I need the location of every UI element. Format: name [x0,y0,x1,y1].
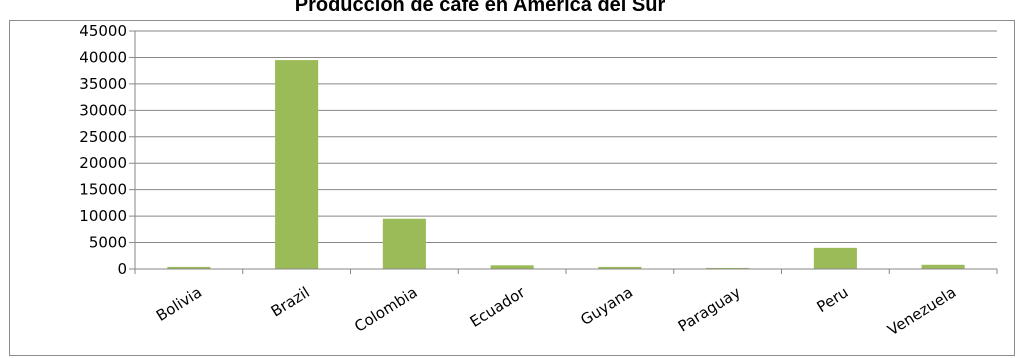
y-tick-label: 0 [117,260,127,278]
bar-bolivia [167,266,211,269]
chart-frame [9,20,1015,356]
chart-title: Producción de café en América del Sur [294,0,666,16]
bar-ecuador [490,265,534,269]
bar-colombia [382,218,426,269]
x-tick-label: Paraguay [675,283,744,335]
y-axis-ticks: 0 5000 10000 15000 20000 25000 30000 35000 40000… [79,22,135,278]
x-tick-label: Guyana [577,283,636,329]
y-tick-label: 35000 [79,75,127,93]
x-axis-ticks: Bolivia Brazil Colombia Ecuador Guyana Paragu… [134,269,998,339]
axes [134,31,997,270]
y-tick-label: 45000 [79,22,127,40]
grid-lines [135,30,997,244]
y-tick-label: 40000 [79,48,127,66]
y-tick-label: 30000 [79,101,127,119]
x-tick-label: Colombia [351,283,420,336]
x-tick-label: Ecuador [467,283,529,331]
bar-paraguay [706,267,750,269]
bars [167,60,965,269]
y-tick-label: 10000 [79,207,127,225]
x-tick-label: Peru [814,283,852,316]
bar-brazil [275,60,319,269]
bar-guyana [598,266,642,269]
y-tick-label: 20000 [79,154,127,172]
bar-venezuela [921,264,965,269]
y-tick-label: 25000 [79,128,127,146]
x-tick-label: Bolivia [153,283,205,325]
y-tick-label: 5000 [89,234,127,252]
x-tick-label: Brazil [268,283,313,320]
bar-peru [813,247,857,269]
y-tick-label: 15000 [79,181,127,199]
x-tick-label: Venezuela [884,283,959,339]
